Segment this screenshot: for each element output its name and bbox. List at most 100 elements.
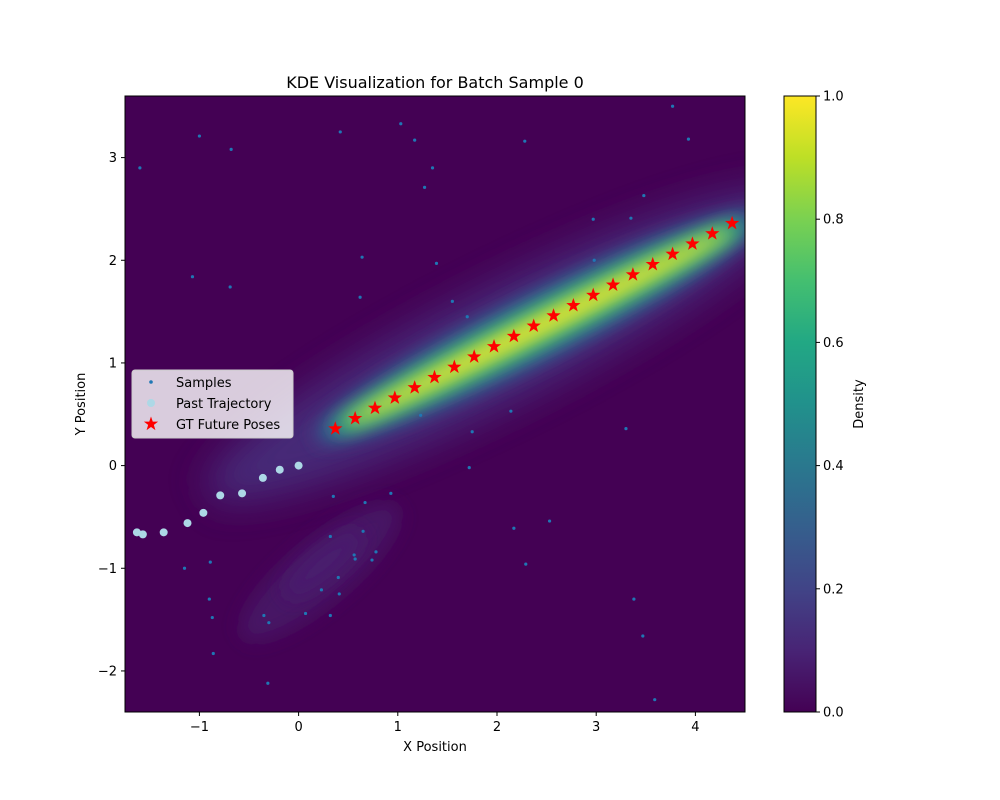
sample-point (228, 285, 232, 289)
sample-point (512, 526, 516, 530)
past-trajectory-series (132, 461, 303, 539)
sample-point (389, 491, 393, 495)
gt-future-pose-point (407, 380, 422, 394)
legend: Samples Past Trajectory GT Future Poses (131, 369, 294, 439)
legend-label-samples: Samples (176, 376, 232, 391)
density-lobe (241, 503, 399, 641)
gt-future-pose-point (724, 215, 740, 230)
y-tick-label: −1 (98, 562, 117, 577)
legend-box (131, 369, 294, 439)
sample-point (419, 413, 423, 417)
y-axis-label: Y Position (74, 373, 89, 437)
sample-point (509, 409, 513, 413)
sample-point (328, 613, 332, 618)
colorbar-tick-label: 0.4 (823, 459, 844, 474)
gt-future-pose-point (605, 277, 621, 291)
sample-point (422, 185, 427, 189)
legend-marker-gt-future-poses (143, 416, 159, 431)
past-trajectory-point (294, 461, 303, 470)
sample-point (399, 122, 403, 126)
y-tick-label: −2 (98, 664, 117, 679)
sample-point (624, 427, 628, 431)
sample-point (262, 613, 266, 618)
colorbar-tick-label: 0.2 (823, 582, 844, 597)
gt-future-pose-point (387, 390, 402, 404)
sample-point (338, 130, 342, 134)
sample-point (207, 597, 211, 601)
sample-point (336, 575, 340, 580)
gt-future-pose-point (348, 410, 363, 425)
x-tick-label: 0 (294, 720, 302, 735)
gt-future-pose-point (705, 226, 720, 240)
gt-future-pose-point (685, 236, 700, 250)
past-trajectory-point (138, 530, 147, 539)
gt-future-pose-point (467, 349, 482, 363)
sample-point (210, 615, 214, 620)
sample-point (358, 295, 362, 299)
y-axis: −2 −1 0 1 2 3 (98, 151, 125, 679)
past-trajectory-point (238, 489, 247, 498)
legend-label-past-trajectory: Past Trajectory (176, 397, 272, 412)
sample-point (430, 166, 435, 170)
sample-point (331, 494, 335, 498)
sample-point (337, 592, 341, 596)
y-tick-label: 3 (109, 151, 117, 166)
past-trajectory-point (183, 519, 192, 528)
colorbar-gradient (783, 95, 817, 713)
sample-point (470, 430, 474, 434)
colorbar-label: Density (852, 379, 867, 429)
x-axis-label: X Position (403, 740, 467, 755)
legend-label-gt-future-poses: GT Future Poses (176, 418, 280, 433)
legend-marker-past-trajectory (147, 399, 155, 407)
colorbar-tick-label: 0.0 (823, 706, 844, 721)
sample-point (523, 139, 527, 143)
samples-series (138, 104, 691, 702)
sample-point (182, 566, 187, 570)
gt-future-pose-point (645, 256, 660, 271)
sample-point (363, 500, 367, 505)
x-tick-label: 1 (394, 720, 402, 735)
colorbar-tick-label: 1.0 (823, 90, 844, 105)
sample-point (524, 562, 528, 566)
gt-future-pose-point (328, 421, 343, 435)
sample-point (632, 597, 636, 601)
gt-future-pose-point (526, 318, 541, 333)
sample-point (686, 137, 691, 141)
sample-point (374, 550, 378, 554)
sample-point (653, 698, 657, 702)
y-tick-label: 2 (109, 254, 117, 269)
past-trajectory-point (275, 465, 284, 474)
plot-frame (124, 95, 746, 713)
gt-future-pose-point (447, 359, 462, 374)
sample-point (592, 258, 596, 262)
gt-future-pose-point (665, 246, 680, 261)
sample-point (352, 553, 356, 557)
colorbar-ticks: 0.0 0.2 0.4 0.6 0.8 1.0 (816, 90, 844, 721)
x-tick-label: 2 (493, 720, 501, 735)
plot-area (125, 96, 745, 712)
chart-title: KDE Visualization for Batch Sample 0 (286, 73, 584, 92)
colorbar-tick-label: 0.8 (823, 213, 844, 228)
x-axis: −1 0 1 2 3 4 (190, 712, 700, 735)
past-trajectory-point (258, 473, 267, 482)
sample-point (547, 519, 552, 523)
x-tick-label: 4 (691, 720, 699, 735)
sample-point (370, 558, 374, 562)
sample-point (197, 134, 201, 138)
legend-marker-samples (149, 380, 153, 384)
sample-point (413, 138, 417, 142)
sample-point (211, 651, 215, 656)
sample-point (208, 560, 212, 564)
sample-point (360, 255, 364, 259)
past-trajectory-point (159, 528, 168, 537)
x-tick-label: −1 (190, 720, 209, 735)
gt-future-pose-point (546, 308, 561, 322)
sample-point (465, 315, 469, 319)
gt-future-pose-point (427, 369, 442, 384)
past-trajectory-point (216, 491, 225, 500)
sample-point (303, 611, 308, 616)
sample-point (434, 261, 439, 265)
sample-point (353, 557, 357, 561)
gt-future-pose-point (566, 297, 581, 312)
